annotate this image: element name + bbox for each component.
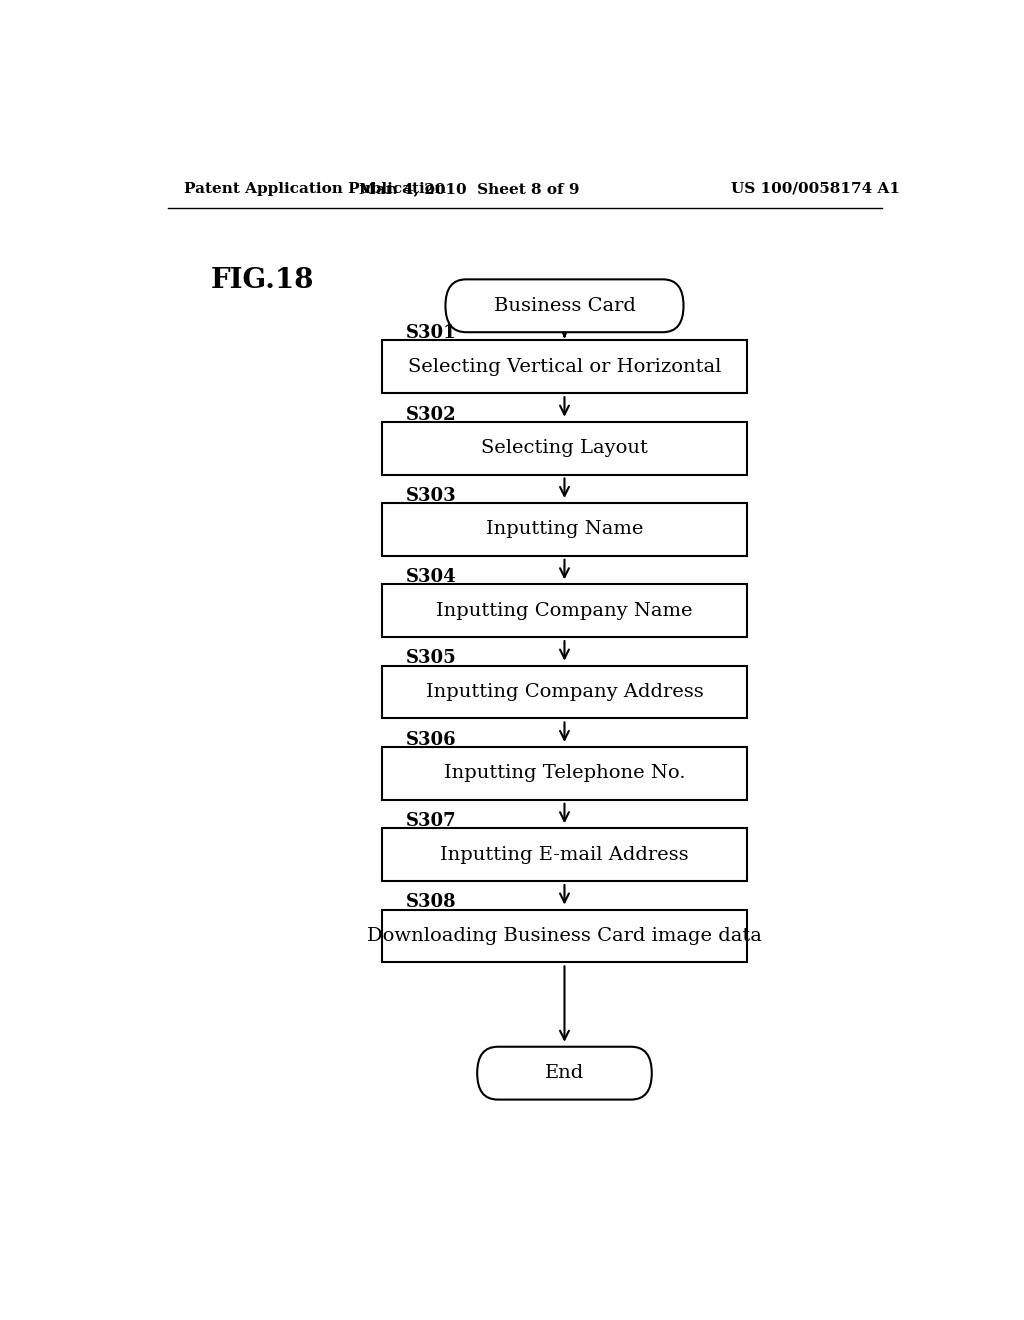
Text: Selecting Vertical or Horizontal: Selecting Vertical or Horizontal [408, 358, 721, 376]
FancyBboxPatch shape [382, 909, 748, 962]
FancyBboxPatch shape [445, 280, 684, 333]
Text: S306: S306 [406, 731, 457, 748]
FancyBboxPatch shape [382, 828, 748, 880]
Text: Inputting Name: Inputting Name [485, 520, 643, 539]
FancyBboxPatch shape [382, 341, 748, 393]
Text: S301: S301 [406, 325, 457, 342]
Text: Inputting Telephone No.: Inputting Telephone No. [443, 764, 685, 783]
Text: Inputting Company Address: Inputting Company Address [426, 682, 703, 701]
FancyBboxPatch shape [382, 665, 748, 718]
Text: Downloading Business Card image data: Downloading Business Card image data [367, 927, 762, 945]
Text: Patent Application Publication: Patent Application Publication [183, 182, 445, 195]
FancyBboxPatch shape [382, 585, 748, 638]
Text: End: End [545, 1064, 584, 1082]
FancyBboxPatch shape [477, 1047, 652, 1100]
Text: Business Card: Business Card [494, 297, 636, 314]
FancyBboxPatch shape [382, 503, 748, 556]
Text: S304: S304 [406, 568, 457, 586]
Text: S302: S302 [406, 405, 457, 424]
Text: FIG.18: FIG.18 [211, 267, 314, 294]
Text: S305: S305 [406, 649, 457, 668]
Text: Mar. 4, 2010  Sheet 8 of 9: Mar. 4, 2010 Sheet 8 of 9 [359, 182, 580, 195]
Text: Inputting E-mail Address: Inputting E-mail Address [440, 846, 689, 863]
Text: Inputting Company Name: Inputting Company Name [436, 602, 692, 619]
Text: US 100/0058174 A1: US 100/0058174 A1 [731, 182, 900, 195]
Text: Selecting Layout: Selecting Layout [481, 440, 648, 457]
FancyBboxPatch shape [382, 747, 748, 800]
Text: S308: S308 [406, 894, 457, 911]
Text: S303: S303 [406, 487, 457, 504]
FancyBboxPatch shape [382, 421, 748, 474]
Text: S307: S307 [406, 812, 457, 830]
